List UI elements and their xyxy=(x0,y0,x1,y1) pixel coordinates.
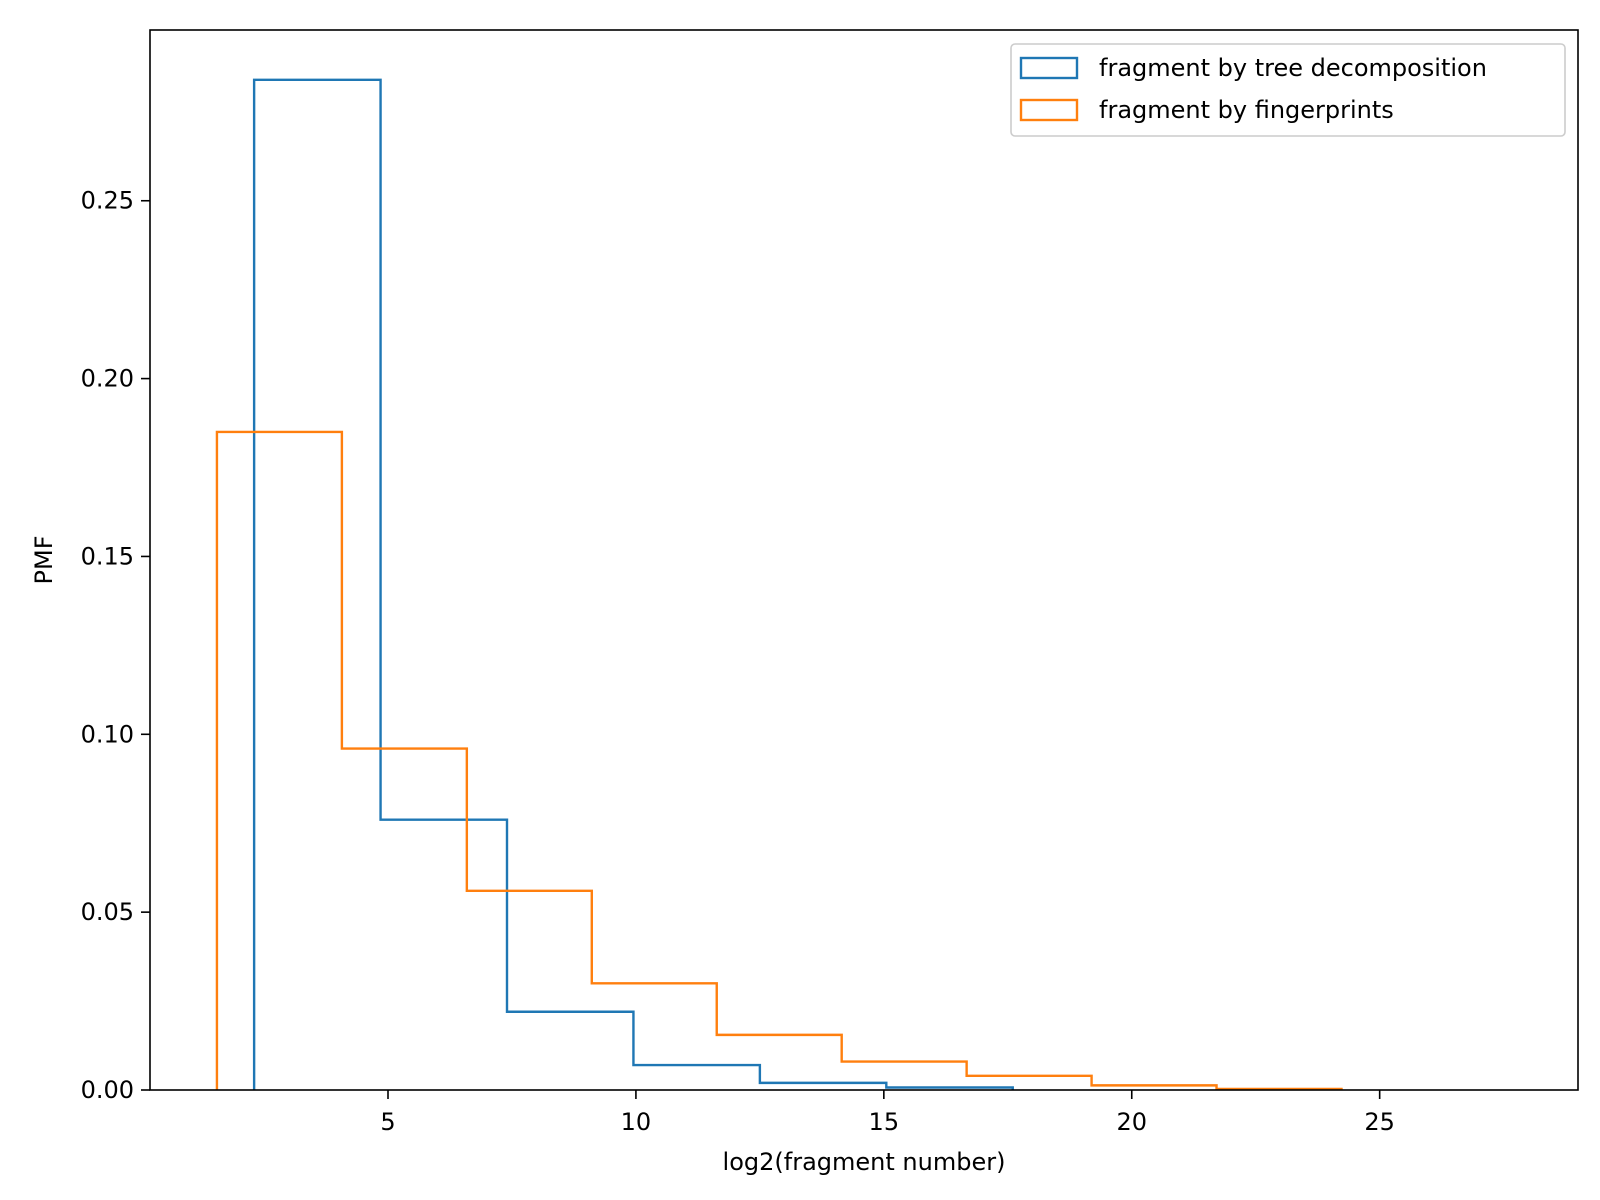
y-tick-label: 0.25 xyxy=(81,187,134,215)
histogram-bar xyxy=(592,983,717,1090)
legend-label: fragment by tree decomposition xyxy=(1099,54,1487,82)
x-tick-label: 5 xyxy=(380,1108,395,1136)
histogram-bar xyxy=(342,749,467,1090)
y-tick-label: 0.20 xyxy=(81,365,134,393)
y-tick-label: 0.05 xyxy=(81,898,134,926)
y-tick-label: 0.15 xyxy=(81,542,134,570)
axes xyxy=(149,29,1579,1091)
legend-swatch xyxy=(1019,56,1079,80)
y-tick-label: 0.00 xyxy=(81,1076,134,1104)
histogram-bar xyxy=(381,820,507,1090)
y-axis-label: PMF xyxy=(30,536,58,585)
x-axis-label: log2(fragment number) xyxy=(723,1148,1006,1176)
x-tick-label: 10 xyxy=(621,1108,652,1136)
legend: fragment by tree decomposition fragment b… xyxy=(1010,43,1566,137)
y-tick-label: 0.10 xyxy=(81,720,134,748)
axes-frame xyxy=(149,29,1579,1091)
histogram-series-2 xyxy=(215,430,1343,1091)
histogram-bar xyxy=(467,891,592,1090)
legend-box xyxy=(1010,43,1566,137)
legend-swatch xyxy=(1019,98,1079,122)
x-axis-ticks: 5 10 15 20 25 xyxy=(380,1090,1395,1136)
histogram-bar xyxy=(507,1012,633,1090)
x-tick-label: 25 xyxy=(1364,1108,1395,1136)
histogram-bar xyxy=(217,432,342,1090)
histogram-bar xyxy=(254,80,380,1090)
histogram-bar xyxy=(633,1065,759,1090)
legend-label: fragment by fingerprints xyxy=(1099,96,1394,124)
histogram-bar xyxy=(842,1062,967,1090)
plot-area xyxy=(215,78,1343,1091)
y-axis-ticks: 0.00 0.05 0.10 0.15 0.20 0.25 xyxy=(81,187,150,1104)
x-tick-label: 20 xyxy=(1116,1108,1147,1136)
histogram-series-1 xyxy=(252,78,1014,1090)
x-tick-label: 15 xyxy=(869,1108,900,1136)
